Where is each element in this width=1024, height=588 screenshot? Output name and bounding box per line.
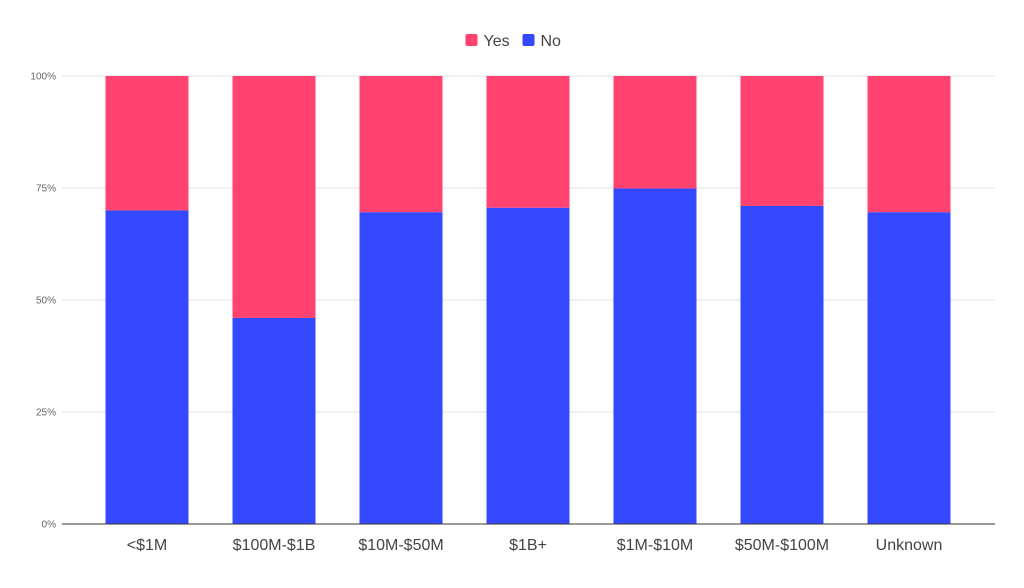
y-tick-label: 50%	[36, 296, 56, 307]
legend-label-no: No	[541, 33, 562, 50]
x-tick-label: <$1M	[127, 537, 167, 554]
bar-segment-yes	[359, 76, 443, 213]
bar-segment-no	[232, 317, 316, 524]
y-tick-label: 75%	[36, 184, 56, 195]
bar-segment-no	[740, 205, 824, 525]
legend-swatch-yes	[465, 34, 478, 46]
x-tick-label: $1B+	[509, 537, 547, 554]
x-tick-label: $50M-$100M	[735, 537, 829, 554]
bars	[105, 76, 951, 525]
x-tick-label: Unknown	[876, 537, 943, 554]
bar-segment-yes	[867, 76, 951, 213]
legend-label-yes: Yes	[484, 33, 510, 50]
x-tick-label: $100M-$1B	[233, 537, 316, 554]
bar-segment-yes	[486, 76, 570, 208]
axes: 0% 25% 50% 75% 100% <$1M $100M-$1B $10M-$50M $1B…	[30, 72, 995, 554]
y-tick-label: 0%	[42, 520, 57, 531]
bar-segment-yes	[613, 76, 697, 189]
x-tick-label: $1M-$10M	[617, 537, 693, 554]
y-tick-label: 100%	[30, 72, 56, 83]
y-tick-label: 25%	[36, 408, 56, 419]
bar-segment-no	[105, 210, 189, 524]
bar-segment-no	[486, 207, 570, 524]
bar-segment-yes	[740, 76, 824, 206]
bar-segment-yes	[105, 76, 189, 211]
x-tick-label: $10M-$50M	[358, 537, 443, 554]
legend: Yes No	[465, 33, 562, 50]
legend-swatch-no	[522, 34, 535, 46]
bar-segment-yes	[232, 76, 316, 318]
bar-segment-no	[867, 212, 951, 524]
bar-segment-no	[613, 188, 697, 524]
bar-segment-no	[359, 212, 443, 524]
